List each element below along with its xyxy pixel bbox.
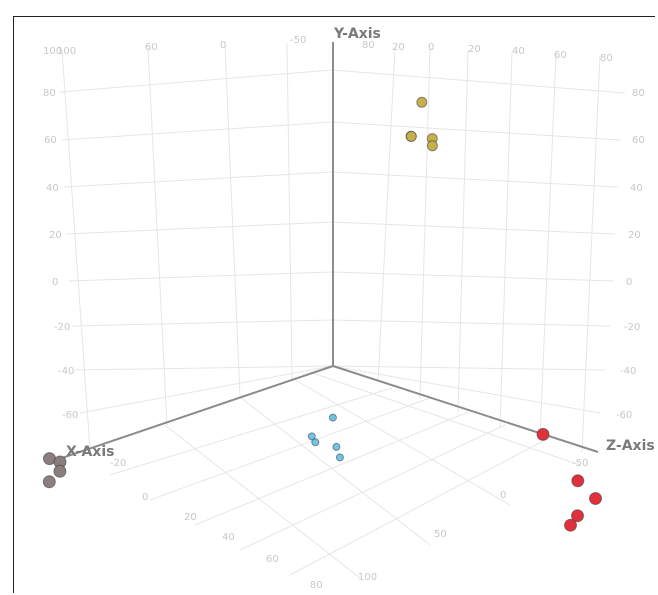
z-axis-title: Z-Axis	[606, 438, 655, 454]
data-point[interactable]	[335, 453, 344, 462]
tick-label-y-right: 80	[632, 88, 645, 99]
data-point[interactable]	[332, 442, 341, 451]
tick-label-y-left: -60	[62, 410, 78, 421]
tick-label-y-left: -40	[58, 366, 74, 377]
tick-label-y-left: -20	[54, 322, 70, 333]
tick-label-z-bottom: 0	[500, 490, 506, 501]
x-axis-title: X-Axis	[66, 444, 114, 460]
tick-label-x-bottom: 0	[142, 492, 148, 503]
data-point[interactable]	[571, 474, 585, 488]
tick-label-top-row: 60	[554, 50, 567, 61]
tick-label-x-bottom: 20	[184, 512, 197, 523]
tick-label-z-bottom: 100	[358, 572, 377, 583]
tick-label-y-right: 20	[628, 230, 641, 241]
tick-label-z-bottom: 50	[434, 529, 447, 540]
tick-label-z-bottom: -50	[572, 458, 588, 469]
data-point[interactable]	[564, 518, 577, 532]
tick-label-x-bottom: -20	[110, 458, 126, 469]
data-point[interactable]	[307, 432, 316, 441]
tick-label-y-left: 0	[52, 277, 58, 288]
tick-labels: 100 80 60 40 20 0 -20 -40 -60 80 60 40 20 0 -20 -40 -60 1…	[43, 35, 645, 591]
data-point[interactable]	[53, 464, 67, 478]
tick-label-y-right: -60	[616, 410, 632, 421]
tick-label-top-row: 100	[57, 46, 76, 57]
tick-label-top-row: 60	[145, 42, 158, 53]
tick-label-y-right: 60	[632, 135, 645, 146]
data-points[interactable]	[42, 96, 602, 532]
tick-label-top-row: 40	[512, 46, 525, 57]
tick-label-top-row: 20	[392, 42, 405, 53]
data-point[interactable]	[42, 475, 56, 489]
data-point[interactable]	[426, 140, 438, 152]
y-axis-title: Y-Axis	[333, 26, 381, 42]
tick-label-y-left: 100	[43, 46, 62, 57]
tick-label-y-right: 40	[630, 183, 643, 194]
tick-label-top-row: -50	[290, 35, 306, 46]
tick-label-y-left: 60	[44, 135, 57, 146]
data-point[interactable]	[571, 509, 584, 523]
tick-label-x-bottom: 80	[310, 580, 323, 591]
tick-label-top-row: 80	[362, 40, 375, 51]
tick-label-x-bottom: 40	[222, 532, 235, 543]
tick-label-y-right: 0	[626, 277, 632, 288]
tick-label-y-left: 80	[43, 88, 56, 99]
tick-label-top-row: 0	[220, 40, 226, 51]
tick-label-top-row: 0	[428, 42, 434, 53]
tick-label-top-row: 20	[468, 44, 481, 55]
tick-label-y-left: 40	[46, 183, 59, 194]
tick-label-y-left: 20	[49, 230, 62, 241]
data-point[interactable]	[589, 492, 602, 505]
tick-label-y-right: -20	[624, 322, 640, 333]
chart-frame	[13, 16, 655, 593]
tick-label-x-bottom: 60	[266, 554, 279, 565]
axis-lines	[61, 42, 599, 459]
data-point[interactable]	[405, 130, 417, 142]
data-point[interactable]	[536, 427, 550, 441]
tick-label-top-row: 80	[600, 53, 613, 64]
data-point[interactable]	[328, 413, 337, 422]
tick-label-y-right: -40	[620, 366, 636, 377]
data-point[interactable]	[311, 438, 320, 447]
grid-lines	[59, 42, 626, 579]
data-point[interactable]	[416, 96, 428, 108]
